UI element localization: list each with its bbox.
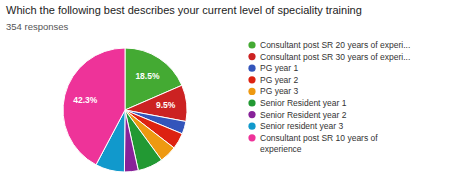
pie (63, 48, 187, 172)
data-label: 42.3% (73, 95, 98, 105)
legend: Consultant post SR 20 years of experi...… (248, 40, 410, 154)
legend-entry: PG year 3 (260, 86, 299, 96)
legend-marker (248, 53, 255, 60)
legend-entry: Senior Resident year 1 (260, 98, 347, 108)
legend-marker (248, 99, 255, 106)
legend-entry: Consultant post SR 20 years of experi... (260, 40, 410, 50)
legend-marker (248, 41, 255, 48)
slice (124, 110, 138, 172)
legend-marker (248, 111, 255, 118)
slice (63, 48, 125, 165)
legend-marker (248, 123, 255, 130)
legend-entry: PG year 1 (260, 63, 299, 73)
data-label: 9.5% (156, 100, 176, 110)
data-labels: 18.5% 9.5% 42.3% (73, 71, 176, 111)
subtitle: 354 responses (6, 21, 69, 32)
chart: Which the following best describes your … (0, 0, 474, 179)
data-label: 18.5% (135, 71, 160, 81)
legend-entry: PG year 2 (260, 75, 299, 85)
legend-marker (248, 76, 255, 83)
legend-marker (248, 88, 255, 95)
legend-marker (248, 65, 255, 72)
legend-entry: Senior Resident year 2 (260, 110, 347, 120)
legend-entry: Senior resident year 3 (260, 121, 343, 131)
legend-entry: Consultant post SR 10 years ofexperience (260, 133, 378, 155)
title: Which the following best describes your … (6, 4, 362, 16)
legend-entry: Consultant post SR 30 years of experi... (260, 52, 410, 62)
legend-marker (248, 134, 255, 141)
